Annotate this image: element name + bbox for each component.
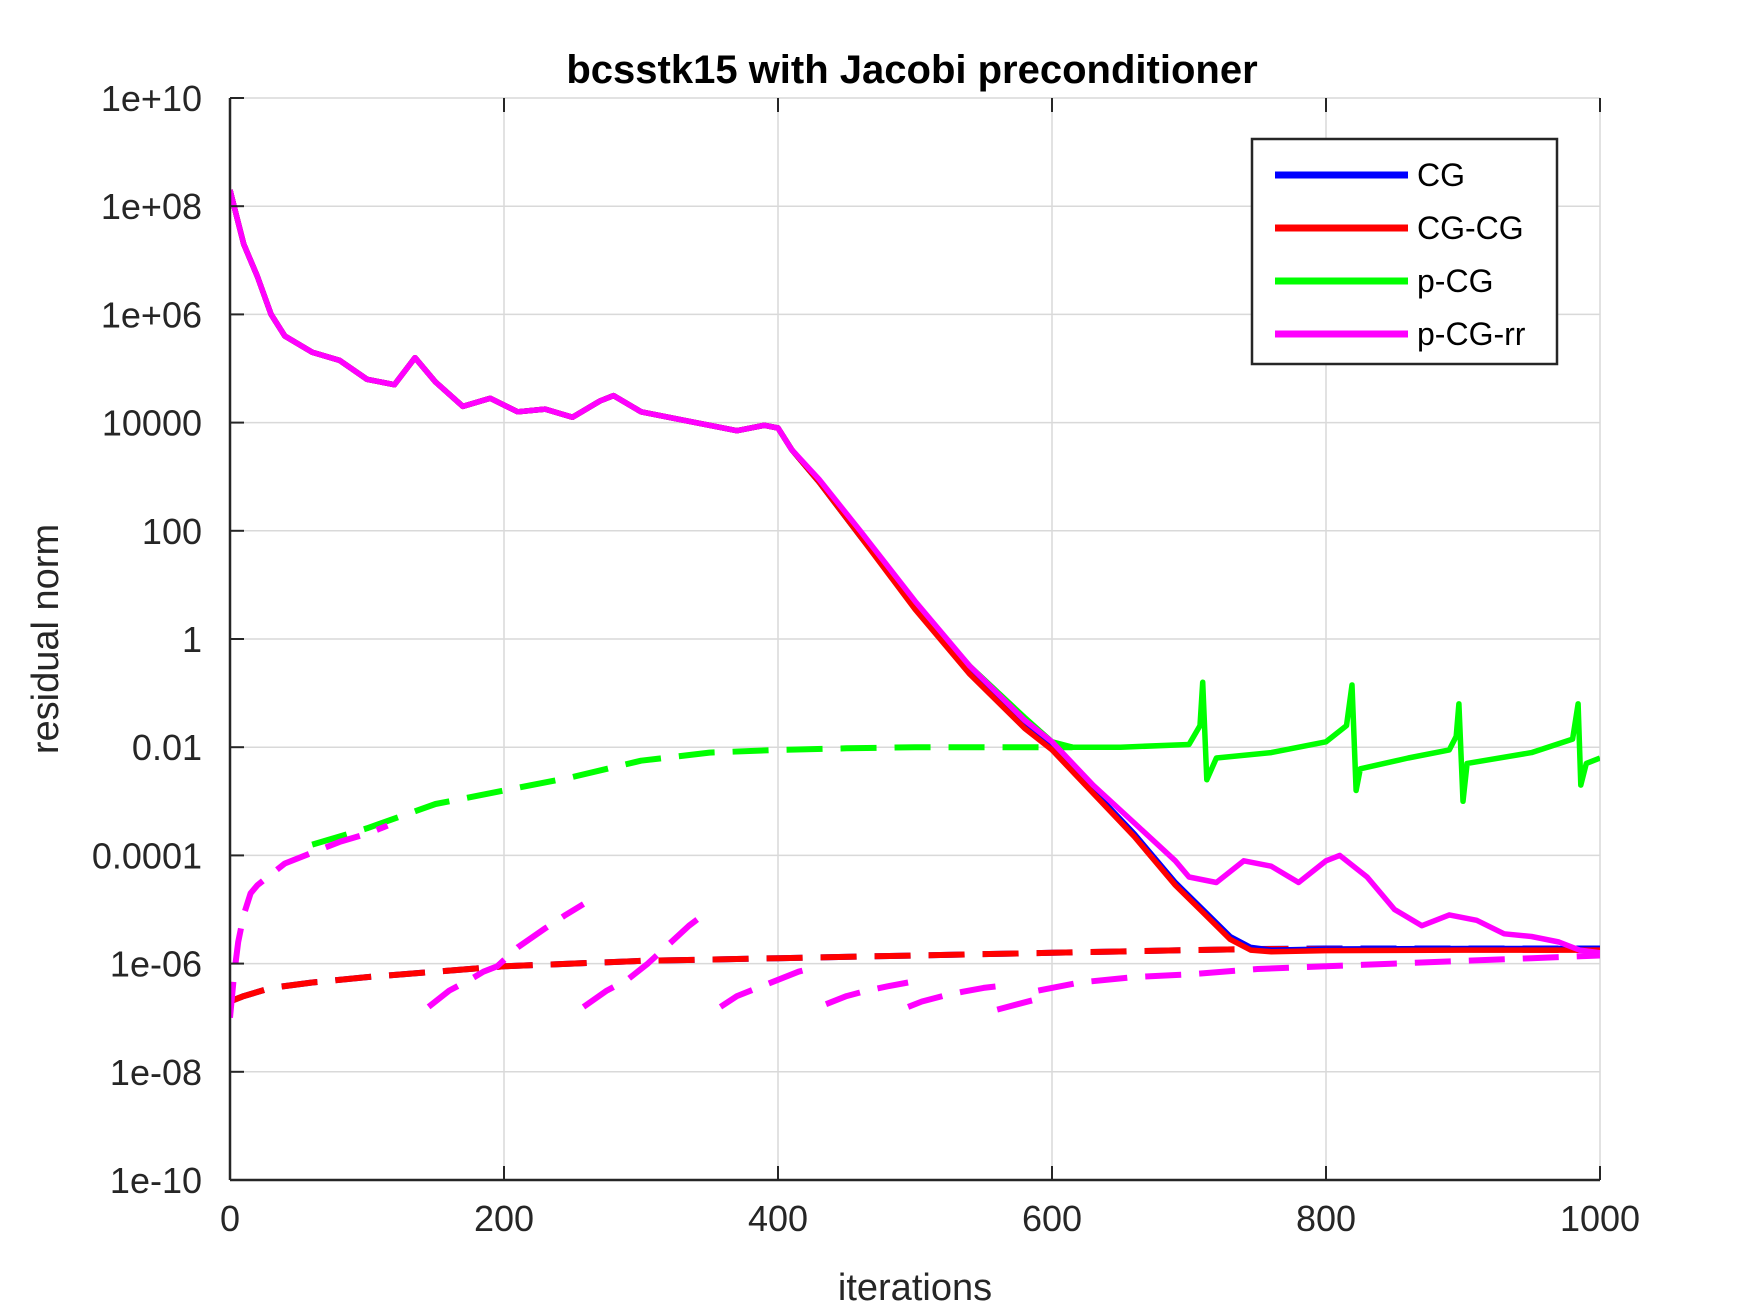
legend: CG CG-CG p-CG p-CG-rr [1250, 137, 1559, 366]
x-tick-label-1: 200 [474, 1198, 534, 1239]
x-axis-label: iterations [838, 1267, 992, 1309]
x-tick-label-5: 1000 [1560, 1198, 1640, 1239]
series-group [230, 189, 1600, 1018]
y-tick-label-5: 1 [182, 619, 202, 660]
y-tick-label-6: 0.01 [132, 727, 202, 768]
legend-label-cg: CG [1417, 157, 1465, 193]
y-axis-label: residual norm [25, 524, 67, 754]
series-p-cg-rr [230, 189, 1600, 956]
legend-label-p-cg-rr: p-CG-rr [1417, 316, 1526, 352]
y-tick-label-10: 1e-10 [110, 1160, 202, 1201]
y-tick-label-1: 1e+08 [101, 186, 202, 227]
series-p-cg-rr-dashed-segment-4 [824, 979, 909, 1007]
series-layer [230, 189, 1600, 1018]
axes [228, 97, 1601, 1182]
y-tick-label-4: 100 [142, 511, 202, 552]
series-p-cg-rr-dashed-segment-3 [718, 963, 820, 1010]
y-tick-label-7: 0.0001 [92, 835, 202, 876]
x-tick-label-0: 0 [220, 1198, 240, 1239]
legend-label-p-cg: p-CG [1417, 263, 1493, 299]
series-p-cg-dashed [311, 744, 1073, 848]
series-p-cg-rr-dashed-segment-0 [230, 822, 389, 1018]
y-tick-label-9: 1e-08 [110, 1052, 202, 1093]
y-tick-label-3: 10000 [102, 403, 202, 444]
series-p-cg-rr-dashed-segment-6 [996, 995, 1040, 1013]
series-cg-cg-dashed [230, 946, 1600, 1005]
x-tick-label-3: 600 [1022, 1198, 1082, 1239]
x-tick-label-2: 400 [748, 1198, 808, 1239]
y-tick-label-0: 1e+10 [101, 78, 202, 119]
series-p-cg-rr-dashed-segment-2 [581, 909, 709, 1010]
x-tick-label-4: 800 [1296, 1198, 1356, 1239]
series-p-cg-rr-dashed-segment-1 [426, 901, 586, 1010]
legend-label-cg-cg: CG-CG [1417, 210, 1524, 246]
y-tick-label-2: 1e+06 [101, 294, 202, 335]
series-p-cg-rr-dashed-segment-5 [907, 983, 998, 1010]
tick-labels: 0 200 400 600 800 1000 1e+10 1e+08 1e+06 10000 100… [92, 78, 1640, 1239]
y-tick-label-8: 1e-06 [110, 944, 202, 985]
chart-title: bcsstk15 with Jacobi preconditioner [566, 48, 1257, 92]
series-p-cg-rr-dashed-segment-7 [1037, 952, 1600, 994]
